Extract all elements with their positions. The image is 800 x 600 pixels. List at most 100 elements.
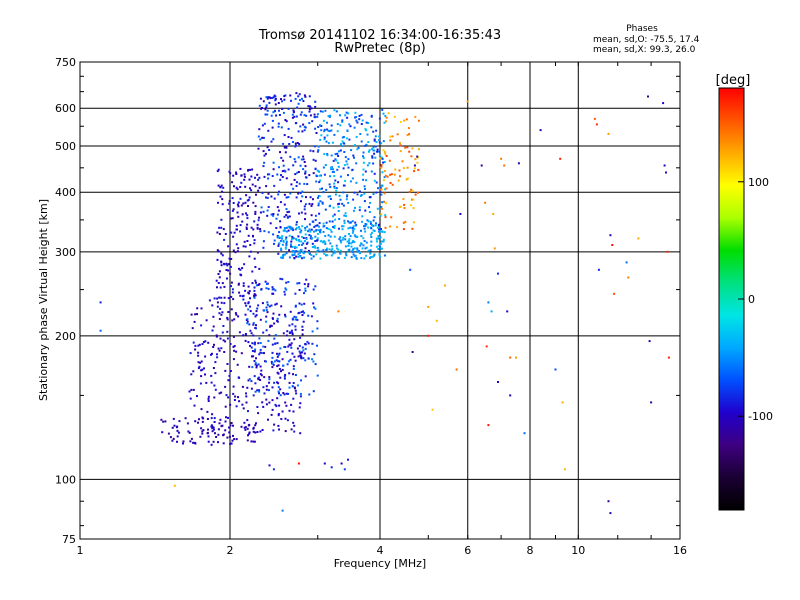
data-point [305, 196, 307, 199]
data-point [221, 424, 224, 427]
data-point [374, 145, 377, 148]
data-point [364, 128, 367, 131]
data-point [372, 225, 375, 227]
data-point [270, 140, 273, 143]
data-point [319, 124, 321, 127]
data-point [276, 365, 279, 368]
data-point [362, 237, 365, 240]
data-point [356, 148, 359, 151]
data-point [247, 168, 250, 171]
data-point [210, 417, 213, 420]
data-point [210, 374, 213, 377]
data-point [318, 225, 320, 228]
data-point [284, 401, 287, 404]
data-point [239, 273, 242, 276]
data-point [291, 238, 293, 241]
data-point [308, 202, 311, 205]
data-point [295, 122, 298, 124]
data-point [324, 164, 327, 166]
data-point [291, 333, 294, 336]
data-point [379, 214, 382, 217]
data-point [267, 129, 270, 132]
data-point [300, 111, 303, 114]
data-point [271, 356, 274, 359]
data-point [254, 390, 257, 393]
data-point [218, 349, 221, 352]
data-point [613, 292, 616, 295]
data-point [229, 272, 232, 275]
data-point [242, 282, 245, 285]
data-point [223, 351, 226, 353]
data-point [373, 253, 376, 256]
data-point [402, 167, 405, 170]
data-point [317, 145, 320, 148]
data-point [316, 239, 319, 241]
data-point [331, 220, 334, 223]
data-point [365, 129, 367, 132]
data-point [277, 235, 280, 238]
data-point [217, 282, 220, 284]
data-point [330, 154, 333, 157]
data-point [324, 208, 327, 211]
x-axis-label: Frequency [MHz] [334, 557, 426, 570]
data-point [347, 158, 350, 161]
data-point [370, 147, 373, 150]
data-point [298, 250, 301, 253]
data-point [281, 237, 283, 240]
data-point [307, 251, 310, 254]
data-point [289, 94, 292, 97]
data-point [349, 226, 352, 229]
data-point [402, 198, 405, 200]
data-point [326, 121, 328, 124]
data-point [342, 204, 345, 207]
data-point [406, 166, 409, 169]
data-point [389, 225, 392, 228]
data-point [285, 334, 288, 337]
data-point [271, 126, 274, 129]
data-point [196, 395, 198, 398]
data-point [162, 420, 165, 423]
data-point [285, 236, 288, 239]
data-point [382, 140, 385, 143]
data-point [319, 110, 322, 113]
data-point [356, 247, 359, 250]
data-point [298, 311, 301, 314]
data-point [266, 196, 269, 199]
data-point [199, 382, 202, 385]
data-point [265, 398, 268, 401]
data-point [223, 238, 226, 241]
data-point [304, 229, 307, 232]
data-point [193, 404, 196, 407]
data-point [201, 420, 204, 423]
data-point [242, 202, 245, 205]
data-point [292, 421, 295, 424]
data-point [363, 227, 366, 230]
data-point [509, 356, 512, 359]
data-point [317, 249, 320, 252]
data-point [230, 217, 233, 220]
data-point [387, 112, 390, 115]
data-point [359, 244, 362, 247]
data-point [285, 242, 288, 245]
data-point [296, 142, 299, 144]
data-point [237, 215, 240, 218]
data-point [301, 333, 304, 336]
data-point [365, 143, 368, 146]
data-point [308, 110, 311, 113]
data-point [299, 231, 302, 234]
data-point [288, 234, 291, 237]
data-point [237, 282, 240, 285]
data-point [255, 281, 257, 284]
data-point [341, 119, 344, 122]
data-point [346, 240, 349, 243]
data-point [249, 250, 252, 253]
data-point [246, 214, 249, 217]
data-point [253, 294, 256, 297]
data-point [311, 220, 314, 223]
data-point [301, 97, 303, 100]
data-point [339, 236, 342, 239]
data-point [318, 181, 321, 184]
data-point [245, 212, 247, 215]
data-point [249, 168, 252, 171]
data-point [232, 424, 234, 427]
